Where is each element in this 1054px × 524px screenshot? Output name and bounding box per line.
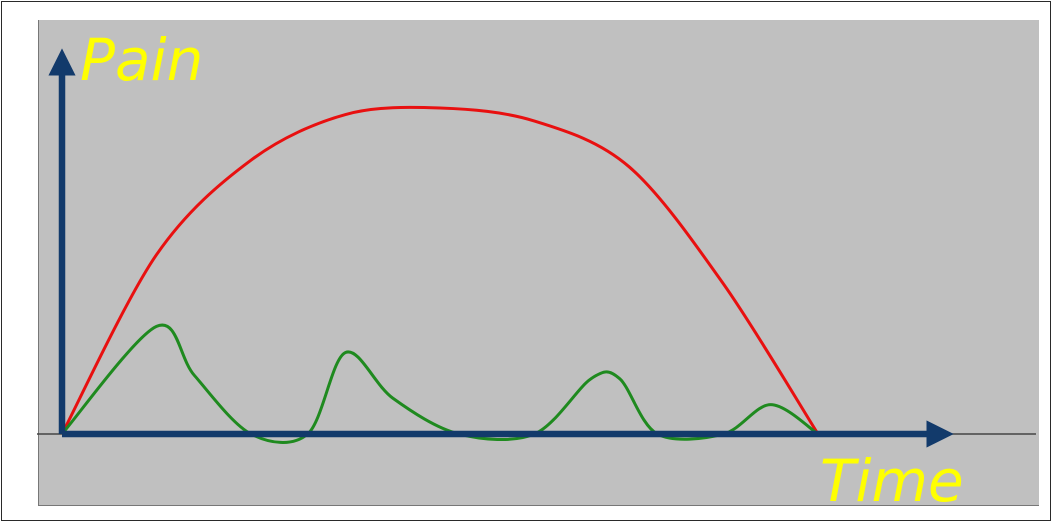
series-0-line	[60, 105, 820, 435]
x-axis-label: Time	[820, 447, 964, 515]
y-axis-label: Pain	[80, 26, 203, 94]
series-1-line	[60, 323, 819, 444]
series-layer	[60, 105, 820, 444]
plot-area	[38, 20, 1039, 506]
